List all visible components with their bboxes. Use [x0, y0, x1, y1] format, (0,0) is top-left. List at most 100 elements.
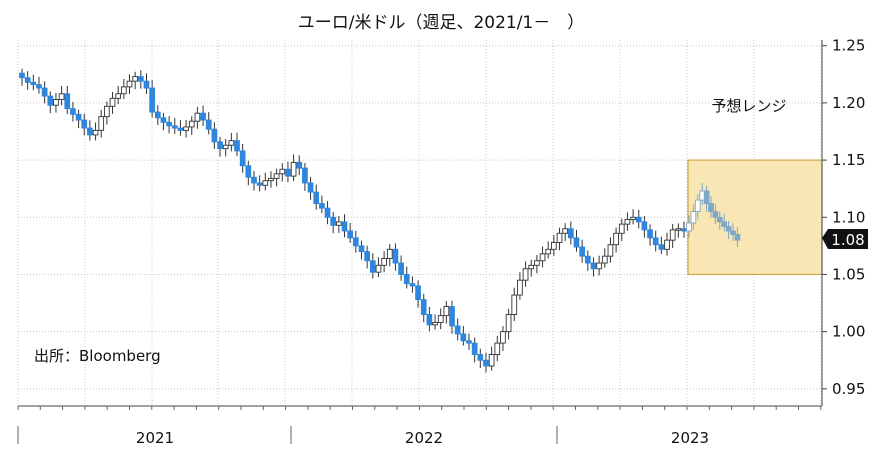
candle-body	[454, 325, 461, 335]
candle-body	[381, 258, 387, 266]
candle-body	[279, 168, 286, 175]
candle-body	[725, 225, 732, 232]
candle-body	[584, 255, 591, 264]
candle-body	[115, 93, 122, 99]
candle-body	[477, 354, 484, 361]
candle-body	[58, 93, 65, 100]
candle-body	[222, 144, 229, 150]
candle-body	[137, 76, 144, 82]
x-year-label: 2022	[405, 429, 443, 447]
candle-body	[522, 268, 529, 281]
candle-body	[647, 229, 653, 239]
y-tick-label: 1.00	[832, 323, 865, 341]
candle-body	[690, 211, 697, 224]
candle-body	[41, 87, 48, 97]
candle-body	[166, 121, 172, 127]
candle-body	[160, 117, 167, 123]
forecast-range-label: 予想レンジ	[711, 97, 786, 115]
candle-body	[313, 191, 320, 205]
candle-body	[409, 283, 416, 287]
candle-body	[681, 228, 687, 232]
forecast-range-layer	[687, 159, 823, 276]
candle-body	[120, 86, 127, 95]
candle-body	[143, 80, 150, 89]
candle-body	[641, 221, 648, 231]
candle-body	[556, 232, 563, 243]
candle-body	[505, 314, 512, 333]
candle-body	[290, 161, 297, 177]
candle-body	[92, 129, 99, 136]
candle-body	[618, 223, 625, 234]
candle-body	[30, 81, 37, 86]
candle-body	[607, 244, 614, 257]
candle-body	[324, 207, 331, 218]
candle-body	[19, 72, 25, 79]
candle-body	[53, 99, 59, 106]
candle-body	[466, 340, 472, 344]
candle-body	[126, 80, 133, 88]
candle-body	[149, 87, 155, 113]
candle-body	[635, 216, 642, 223]
current-price-badge: 1.08	[822, 229, 868, 249]
candle-body	[211, 128, 218, 143]
candle-body	[347, 230, 354, 239]
candle-body	[239, 150, 246, 167]
candle-body	[721, 221, 728, 227]
x-axis: 2021 2022 2023	[17, 405, 822, 447]
candle-body	[708, 203, 714, 213]
source-note: 出所：Bloomberg	[34, 347, 161, 365]
candle-body	[734, 233, 741, 241]
candle-body	[517, 279, 523, 296]
candle-body	[449, 306, 455, 327]
y-axis-ticks: 0.95 1.00 1.05 1.10 1.15 1.20 1.25	[821, 37, 865, 406]
candle-body	[64, 93, 71, 110]
candle-body	[539, 253, 546, 262]
candle-body	[392, 248, 399, 264]
candle-body	[551, 241, 557, 250]
y-tick-label: 1.05	[832, 265, 865, 283]
candle-body	[483, 359, 489, 367]
chart-title: ユーロ/米ドル（週足、2021/1－ ）	[298, 13, 585, 33]
candle-body	[488, 354, 495, 367]
candle-body	[460, 333, 467, 342]
candle-body	[630, 216, 636, 221]
candle-body	[694, 199, 701, 213]
candle-body	[154, 111, 161, 119]
candle-body	[386, 248, 393, 259]
candle-body	[268, 177, 274, 182]
candle-body	[528, 264, 535, 270]
candle-body	[573, 237, 580, 248]
candle-body	[426, 314, 433, 326]
candle-body	[703, 190, 710, 205]
y-tick-label: 1.10	[832, 208, 865, 226]
candle-body	[200, 112, 206, 121]
candle-body	[579, 246, 586, 257]
candle-body	[437, 315, 444, 323]
candle-body	[624, 219, 631, 225]
y-tick-label: 0.95	[832, 380, 865, 398]
candle-body	[494, 342, 501, 355]
candle-body	[217, 141, 223, 150]
candle-body	[403, 274, 410, 285]
candle-body	[511, 294, 518, 315]
candles	[19, 68, 741, 373]
forecast-range-box	[687, 159, 823, 276]
candle-body	[590, 262, 597, 270]
candle-body	[562, 228, 569, 234]
current-price-badge-shape	[822, 229, 868, 249]
candle-body	[398, 262, 404, 275]
y-tick-label: 1.25	[832, 37, 865, 55]
candle-body	[171, 125, 178, 129]
candle-body	[177, 127, 184, 131]
candle-body	[534, 260, 540, 266]
candle-body	[109, 97, 116, 107]
candle-body	[98, 116, 105, 131]
candle-body	[75, 113, 82, 121]
x-year-label: 2021	[136, 429, 174, 447]
candle-body	[36, 84, 42, 89]
candle-body	[567, 228, 574, 239]
y-tick-label: 1.15	[832, 151, 865, 169]
candle-body	[652, 237, 659, 246]
candle-body	[364, 251, 370, 262]
candle-body	[285, 168, 291, 177]
